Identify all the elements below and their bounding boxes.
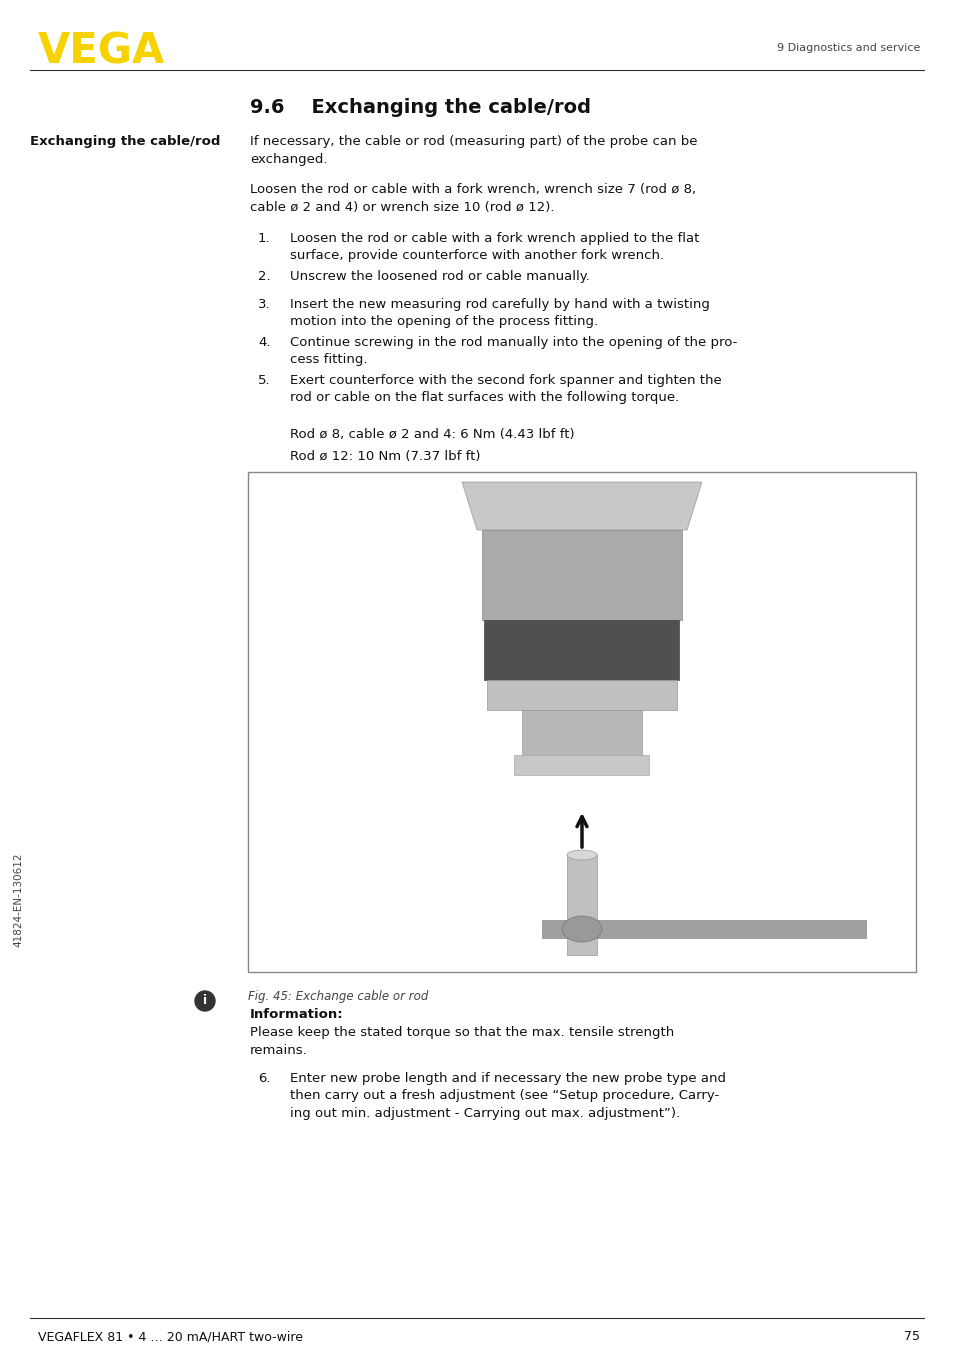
Bar bbox=[566, 938, 597, 955]
Bar bbox=[541, 919, 865, 938]
Ellipse shape bbox=[561, 917, 601, 942]
Bar bbox=[248, 473, 915, 972]
Text: Exchanging the cable/rod: Exchanging the cable/rod bbox=[30, 135, 220, 148]
Text: Loosen the rod or cable with a fork wrench, wrench size 7 (rod ø 8,
cable ø 2 an: Loosen the rod or cable with a fork wren… bbox=[250, 183, 696, 214]
Text: VEGA: VEGA bbox=[38, 31, 165, 73]
Text: 41824-EN-130612: 41824-EN-130612 bbox=[13, 853, 23, 948]
Text: 2.: 2. bbox=[257, 269, 271, 283]
Text: VEGAFLEX 81 • 4 … 20 mA/HART two-wire: VEGAFLEX 81 • 4 … 20 mA/HART two-wire bbox=[38, 1330, 303, 1343]
Text: i: i bbox=[203, 994, 207, 1007]
Text: Information:: Information: bbox=[250, 1007, 343, 1021]
Text: If necessary, the cable or rod (measuring part) of the probe can be
exchanged.: If necessary, the cable or rod (measurin… bbox=[250, 135, 697, 165]
Text: Rod ø 12: 10 Nm (7.37 lbf ft): Rod ø 12: 10 Nm (7.37 lbf ft) bbox=[290, 450, 480, 463]
Text: Continue screwing in the rod manually into the opening of the pro-
cess fitting.: Continue screwing in the rod manually in… bbox=[290, 336, 737, 367]
Text: 3.: 3. bbox=[257, 298, 271, 311]
Text: 9 Diagnostics and service: 9 Diagnostics and service bbox=[776, 43, 919, 53]
Text: Unscrew the loosened rod or cable manually.: Unscrew the loosened rod or cable manual… bbox=[290, 269, 589, 283]
Bar bbox=[486, 680, 677, 709]
Text: 1.: 1. bbox=[257, 232, 271, 245]
Text: 75: 75 bbox=[903, 1330, 919, 1343]
Circle shape bbox=[194, 991, 214, 1011]
Bar bbox=[481, 529, 681, 620]
Text: 4.: 4. bbox=[257, 336, 271, 349]
Polygon shape bbox=[461, 482, 701, 529]
Text: 9.6    Exchanging the cable/rod: 9.6 Exchanging the cable/rod bbox=[250, 97, 590, 116]
Text: Loosen the rod or cable with a fork wrench applied to the flat
surface, provide : Loosen the rod or cable with a fork wren… bbox=[290, 232, 699, 263]
Bar bbox=[566, 854, 597, 919]
Text: Rod ø 8, cable ø 2 and 4: 6 Nm (4.43 lbf ft): Rod ø 8, cable ø 2 and 4: 6 Nm (4.43 lbf… bbox=[290, 428, 574, 441]
Text: Insert the new measuring rod carefully by hand with a twisting
motion into the o: Insert the new measuring rod carefully b… bbox=[290, 298, 709, 329]
Text: 6.: 6. bbox=[257, 1072, 271, 1085]
Text: Please keep the stated torque so that the max. tensile strength
remains.: Please keep the stated torque so that th… bbox=[250, 1026, 674, 1056]
Bar bbox=[514, 756, 649, 774]
Text: Enter new probe length and if necessary the new probe type and
then carry out a : Enter new probe length and if necessary … bbox=[290, 1072, 725, 1120]
Text: 5.: 5. bbox=[257, 374, 271, 387]
Bar bbox=[484, 620, 679, 680]
Text: Fig. 45: Exchange cable or rod: Fig. 45: Exchange cable or rod bbox=[248, 990, 428, 1003]
Bar bbox=[521, 709, 641, 756]
Text: Exert counterforce with the second fork spanner and tighten the
rod or cable on : Exert counterforce with the second fork … bbox=[290, 374, 721, 405]
Ellipse shape bbox=[566, 850, 597, 860]
